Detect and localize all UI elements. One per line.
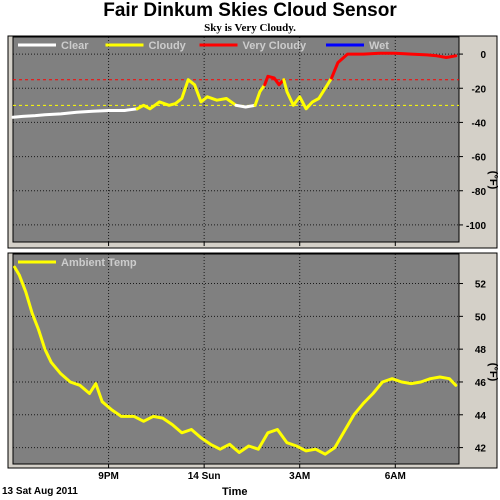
y-tick-label: -60 (472, 153, 487, 164)
y-tick-label: -40 (472, 118, 487, 129)
ambient-temp-y-axis-label: (°F) (487, 363, 499, 382)
sky-temp-plot-area (12, 36, 460, 243)
series-line (234, 103, 257, 109)
x-axis-ticks: 9PM 14 Sun 3AM 6AM (98, 242, 406, 482)
y-tick-label: 50 (475, 312, 487, 323)
date-label: 13 Sat Aug 2011 (2, 486, 78, 497)
page-subtitle: Sky is Very Cloudy. (204, 22, 296, 34)
sky-temp-series (11, 51, 458, 119)
y-tick-label: 48 (475, 345, 487, 356)
sky-temp-grid (13, 37, 459, 242)
x-tick-label: 6AM (385, 471, 406, 482)
y-tick-label: 52 (475, 280, 487, 291)
y-tick-label: 42 (475, 444, 487, 455)
sky-temp-y-ticks: 0 -20 -40 -60 -80 -100 (459, 50, 486, 232)
ambient-temp-plot-area (12, 253, 460, 465)
series-line (11, 107, 139, 119)
legend-label: Clear (61, 40, 89, 52)
series-line (330, 51, 458, 80)
y-tick-label: 0 (480, 50, 486, 61)
x-tick-label: 3AM (289, 471, 310, 482)
page-title: Fair Dinkum Skies Cloud Sensor (103, 0, 397, 21)
y-tick-label: 46 (475, 378, 487, 389)
legend-label: Wet (369, 40, 389, 52)
ambient-temp-y-ticks: 52 50 48 46 44 42 (459, 280, 486, 455)
x-tick-label: 14 Sun (188, 471, 221, 482)
ambient-temp-legend: Ambient Temp (18, 257, 137, 269)
legend-label: Ambient Temp (61, 257, 137, 269)
legend-label: Cloudy (149, 40, 187, 52)
y-tick-label: 44 (475, 411, 487, 422)
ambient-temp-series (13, 265, 458, 456)
sky-temp-y-axis-label: (°F) (487, 171, 499, 190)
legend-label: Very Cloudy (243, 40, 307, 52)
series-line (263, 74, 286, 87)
series-line (13, 265, 458, 456)
ambient-temp-grid (13, 254, 459, 464)
y-tick-label: -20 (472, 84, 487, 95)
x-axis-title: Time (222, 486, 248, 498)
sky-temp-legend: Clear Cloudy Very Cloudy Wet (18, 40, 389, 52)
y-tick-label: -100 (466, 221, 486, 232)
x-tick-label: 9PM (98, 471, 119, 482)
series-line (253, 83, 267, 107)
series-line (282, 76, 334, 111)
series-line (135, 78, 238, 111)
y-tick-label: -80 (472, 187, 487, 198)
